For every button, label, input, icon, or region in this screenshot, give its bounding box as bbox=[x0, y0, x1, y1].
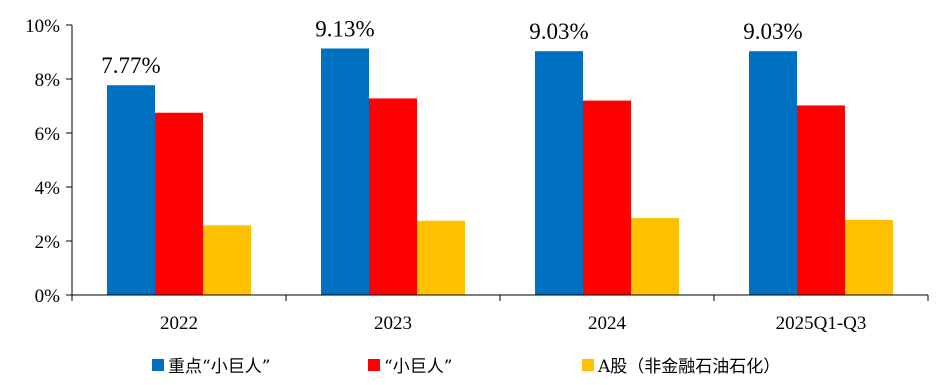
bar-3-2025Q1-Q3 bbox=[845, 219, 893, 295]
bar-2-2025Q1-Q3 bbox=[797, 105, 845, 296]
legend-label-1: 重点“小巨人” bbox=[168, 357, 270, 377]
y-tick-label: 0% bbox=[35, 286, 61, 307]
data-label-2023: 9.13% bbox=[315, 16, 374, 41]
y-tick-label: 8% bbox=[35, 70, 61, 91]
bars bbox=[107, 48, 893, 296]
x-tick-label: 2023 bbox=[374, 313, 412, 334]
x-tick-label: 2024 bbox=[588, 313, 627, 334]
legend-label-3: A股（非金融石油石化） bbox=[597, 357, 780, 377]
data-labels: 7.77% 9.13% 9.03% 9.03% bbox=[101, 16, 802, 78]
legend-swatch-1 bbox=[152, 359, 164, 371]
bar-2-2023 bbox=[369, 98, 417, 295]
legend: 重点“小巨人” “小巨人” A股（非金融石油石化） bbox=[152, 357, 780, 377]
x-tick-label: 2025Q1-Q3 bbox=[776, 313, 867, 334]
bar-1-2024 bbox=[535, 51, 583, 295]
legend-swatch-2 bbox=[368, 359, 380, 371]
legend-label-2: “小巨人” bbox=[384, 357, 452, 377]
y-tick-label: 4% bbox=[35, 178, 61, 199]
y-axis: 0% 2% 4% 6% 8% 10% bbox=[25, 16, 73, 307]
y-tick-label: 2% bbox=[35, 232, 61, 253]
bar-3-2024 bbox=[631, 218, 679, 295]
bar-3-2022 bbox=[203, 225, 251, 295]
data-label-2022: 7.77% bbox=[101, 53, 160, 78]
bar-2-2022 bbox=[155, 112, 203, 295]
bar-2-2024 bbox=[583, 100, 631, 295]
y-tick-label: 6% bbox=[35, 124, 61, 145]
x-axis: 2022 2023 2024 2025Q1-Q3 bbox=[71, 294, 929, 334]
bar-1-2023 bbox=[321, 48, 369, 295]
data-label-2024: 9.03% bbox=[529, 19, 588, 44]
data-label-2025Q1-Q3: 9.03% bbox=[743, 19, 802, 44]
bar-1-2025Q1-Q3 bbox=[749, 51, 797, 295]
legend-swatch-3 bbox=[582, 359, 594, 371]
bar-1-2022 bbox=[107, 85, 155, 296]
x-tick-label: 2022 bbox=[160, 313, 198, 334]
bar-3-2023 bbox=[417, 220, 465, 295]
y-tick-label: 10% bbox=[25, 16, 60, 37]
